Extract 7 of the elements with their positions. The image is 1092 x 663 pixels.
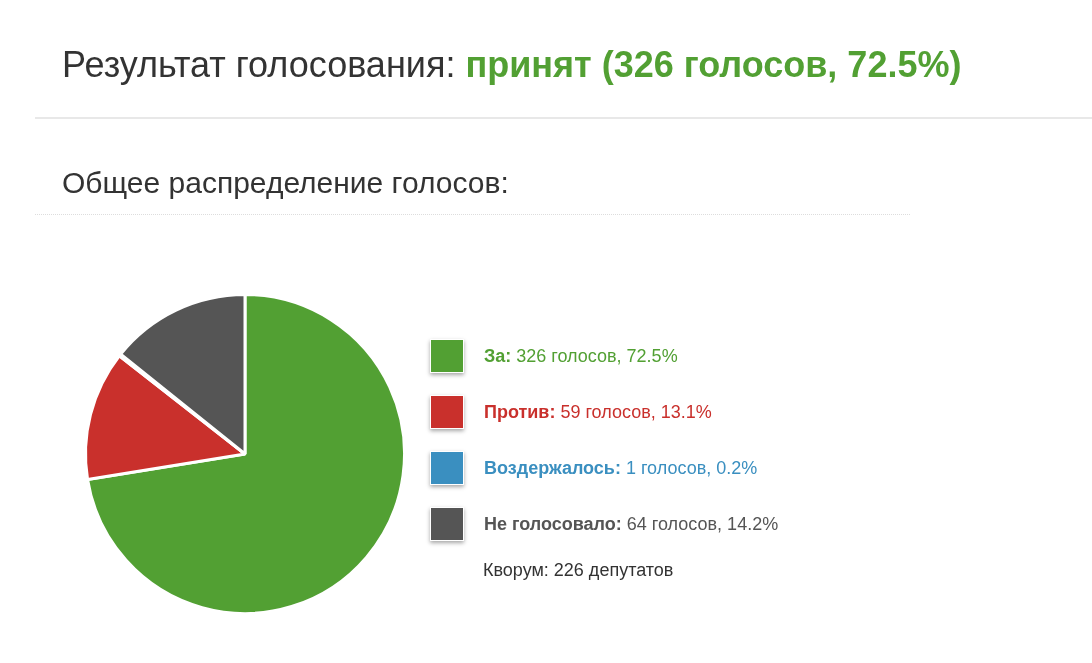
text: Кворум: 226 депутатов xyxy=(483,560,674,581)
legend-label: Воздержалось: 1 голосов, 0.2% xyxy=(484,457,758,478)
legend-label: Не голосовало: 64 голосов, 14.2% xyxy=(484,513,779,534)
chart-subtitle: Общее распределение голосов: xyxy=(62,166,509,200)
chart-title: Результат голосования: принят (326 голосов, 72.5%) xyxy=(62,44,962,85)
legend-label: За: 326 голосов, 72.5% xyxy=(484,345,678,366)
legend-label: Против: 59 голосов, 13.1% xyxy=(484,401,712,422)
